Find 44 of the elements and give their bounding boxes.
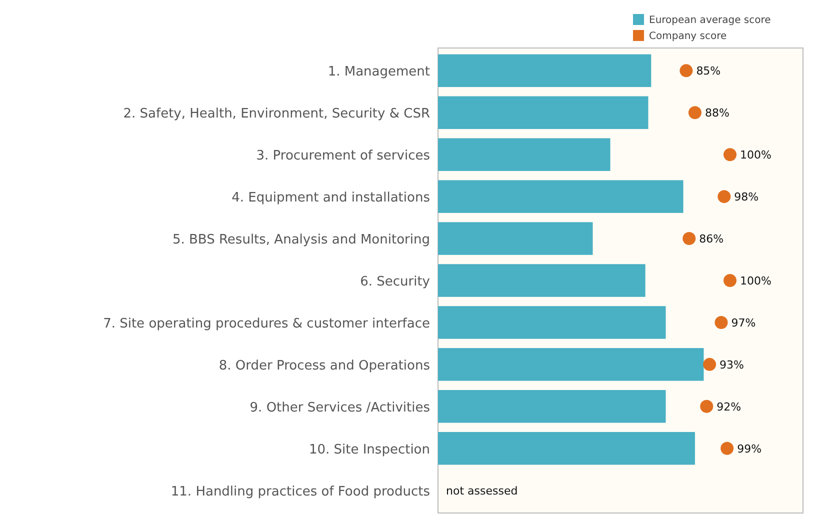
bar [438, 180, 684, 213]
y-tick-label: 1. Management [328, 64, 430, 80]
y-tick-label: 5. BBS Results, Analysis and Monitoring [172, 232, 430, 248]
y-tick-label: 6. Security [360, 274, 430, 290]
point [720, 442, 734, 455]
point [688, 106, 702, 120]
data-label: 98% [734, 190, 759, 204]
bar [438, 96, 648, 129]
data-label: 97% [731, 316, 756, 330]
data-label: 85% [696, 64, 721, 78]
data-label: 93% [720, 358, 744, 372]
y-tick-label: 7. Site operating procedures & customer interface [103, 316, 430, 332]
data-label: 99% [737, 442, 762, 456]
bar [438, 306, 666, 339]
text: not assessed [446, 484, 518, 498]
bar [438, 348, 704, 381]
y-tick-label: 3. Procurement of services [256, 148, 430, 164]
y-tick-label: 10. Site Inspection [308, 442, 430, 458]
bar [438, 222, 593, 255]
data-label: 88% [704, 106, 730, 120]
bar [438, 432, 695, 465]
y-tick-label: 9. Other Services /Activities [250, 400, 430, 416]
y-tick-label: 2. Safety, Health, Environment, Security & CSR [123, 106, 430, 122]
data-label: 100% [740, 274, 772, 288]
bar [438, 264, 646, 297]
y-tick-label: 8. Order Process and Operations [218, 358, 430, 374]
point [703, 358, 716, 371]
y-tick-label: 11. Handling practices of Food products [170, 484, 430, 500]
data-label: 100% [740, 148, 772, 162]
bar [438, 54, 652, 88]
point [682, 232, 696, 246]
point [714, 316, 728, 329]
point [700, 400, 714, 413]
data-label: 92% [716, 400, 742, 414]
y-tick-label: 4. Equipment and installations [232, 190, 430, 206]
point [718, 190, 731, 204]
point [680, 64, 693, 78]
data-label: 86% [699, 232, 724, 246]
legend-label: Company score [649, 31, 727, 42]
point [724, 148, 736, 162]
legend-label: European average score [649, 15, 771, 26]
bar [438, 390, 666, 423]
point [724, 274, 736, 287]
bar [438, 138, 610, 171]
